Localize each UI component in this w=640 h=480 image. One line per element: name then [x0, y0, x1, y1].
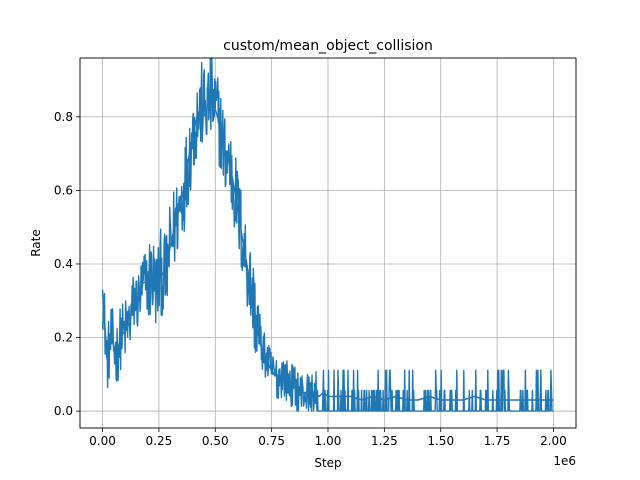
x-tick-label: 1.25	[371, 434, 398, 448]
y-tick-label: 0.2	[54, 331, 73, 345]
y-tick-label: 0.6	[54, 183, 73, 197]
y-tick-label: 0.0	[54, 404, 73, 418]
series-line-detail	[101, 57, 554, 412]
x-tick-label: 1.00	[315, 434, 342, 448]
chart-title: custom/mean_object_collision	[223, 38, 433, 54]
x-tick-label: 0.75	[258, 434, 285, 448]
x-tick-label: 0.00	[89, 434, 116, 448]
x-tick-label: 0.50	[202, 434, 229, 448]
x-tick-label: 0.25	[146, 434, 173, 448]
grid	[80, 58, 576, 428]
y-tick-label: 0.4	[54, 257, 73, 271]
x-axis-label: Step	[314, 456, 341, 470]
y-tick-label: 0.8	[54, 110, 73, 124]
y-axis-label: Rate	[29, 229, 43, 257]
x-tick-label: 1.50	[427, 434, 454, 448]
x-tick-label: 1.75	[484, 434, 511, 448]
x-offset-label: 1e6	[553, 454, 576, 468]
series-layer	[101, 57, 554, 412]
ticks: 0.00 0.25 0.50 0.75 1.00 1.25 1.50 1.75 2.00 0.0 0…	[54, 110, 567, 448]
x-tick-label: 2.00	[540, 434, 567, 448]
